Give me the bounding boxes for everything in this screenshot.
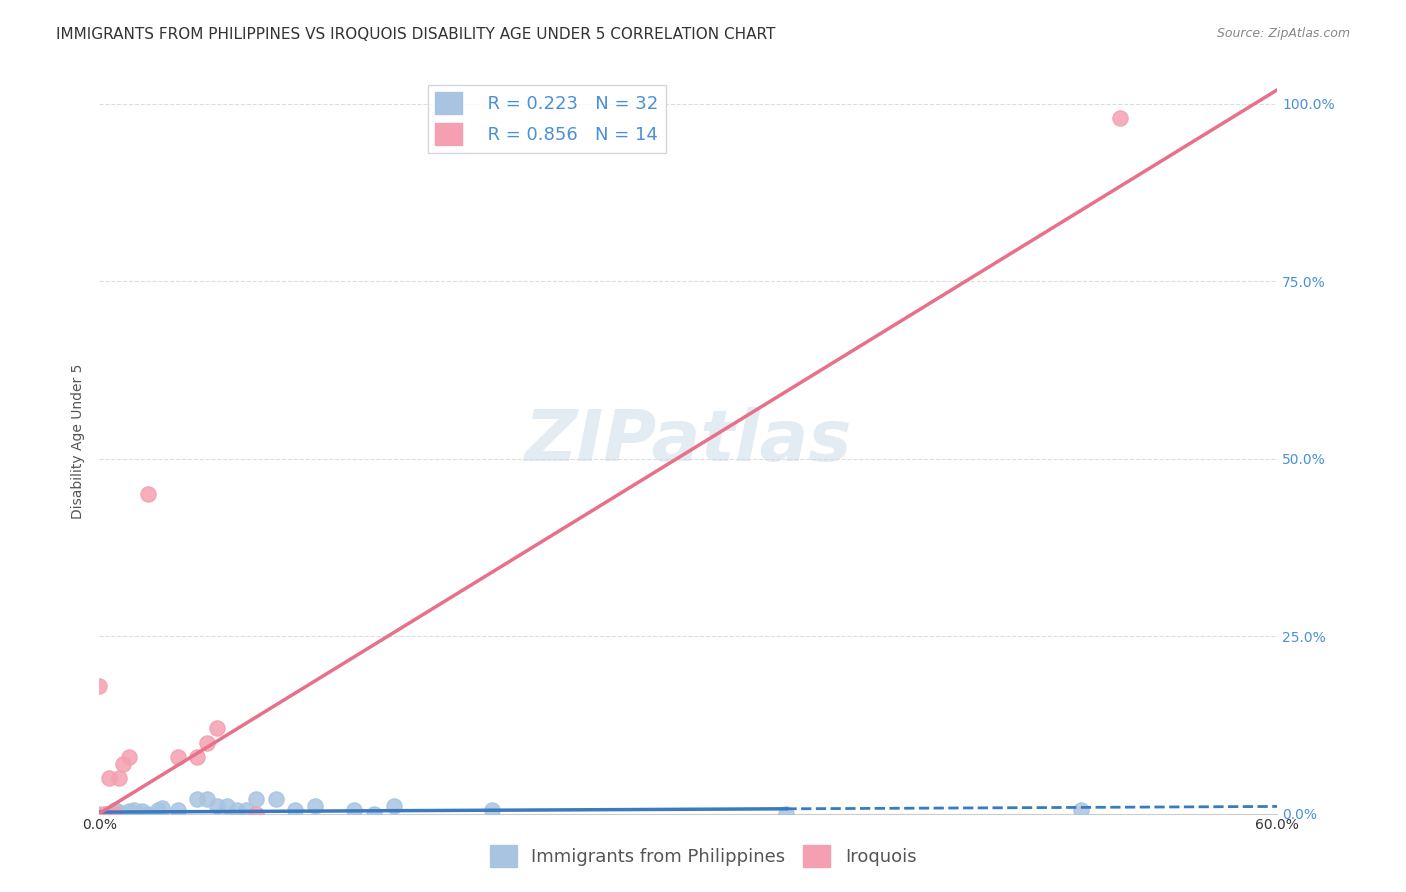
Point xyxy=(186,792,208,806)
Point xyxy=(166,749,188,764)
Point xyxy=(97,806,120,821)
Point xyxy=(195,735,218,749)
Point xyxy=(775,806,797,821)
Point xyxy=(245,806,267,821)
Point xyxy=(111,756,134,771)
Point xyxy=(94,806,117,821)
Point xyxy=(94,806,117,821)
Legend: Immigrants from Philippines, Iroquois: Immigrants from Philippines, Iroquois xyxy=(482,838,924,874)
Point xyxy=(127,806,149,821)
Point xyxy=(1070,803,1092,817)
Point xyxy=(104,803,127,817)
Point xyxy=(225,803,247,817)
Point xyxy=(150,801,173,815)
Point xyxy=(195,792,218,806)
Point xyxy=(481,803,503,817)
Legend:   R = 0.223   N = 32,   R = 0.856   N = 14: R = 0.223 N = 32, R = 0.856 N = 14 xyxy=(427,85,666,153)
Point xyxy=(205,722,228,736)
Point xyxy=(245,792,267,806)
Point xyxy=(107,771,129,785)
Point xyxy=(382,799,405,814)
Point xyxy=(104,806,127,821)
Point xyxy=(136,806,159,821)
Y-axis label: Disability Age Under 5: Disability Age Under 5 xyxy=(72,363,86,519)
Point xyxy=(120,806,142,821)
Point xyxy=(117,749,139,764)
Point xyxy=(100,806,122,821)
Point xyxy=(131,805,153,819)
Point xyxy=(284,803,307,817)
Point xyxy=(304,799,326,814)
Point xyxy=(117,805,139,819)
Point xyxy=(136,487,159,501)
Point xyxy=(166,803,188,817)
Point xyxy=(205,799,228,814)
Point xyxy=(343,803,366,817)
Point xyxy=(1109,111,1132,125)
Point xyxy=(264,792,287,806)
Point xyxy=(124,803,146,817)
Point xyxy=(235,803,257,817)
Point xyxy=(215,799,238,814)
Point xyxy=(89,679,111,693)
Point xyxy=(107,805,129,819)
Point xyxy=(146,803,169,817)
Point xyxy=(97,771,120,785)
Point xyxy=(363,806,385,821)
Point xyxy=(89,806,111,821)
Text: IMMIGRANTS FROM PHILIPPINES VS IROQUOIS DISABILITY AGE UNDER 5 CORRELATION CHART: IMMIGRANTS FROM PHILIPPINES VS IROQUOIS … xyxy=(56,27,776,42)
Text: ZIPatlas: ZIPatlas xyxy=(524,407,852,475)
Point xyxy=(186,749,208,764)
Text: Source: ZipAtlas.com: Source: ZipAtlas.com xyxy=(1216,27,1350,40)
Point xyxy=(111,806,134,821)
